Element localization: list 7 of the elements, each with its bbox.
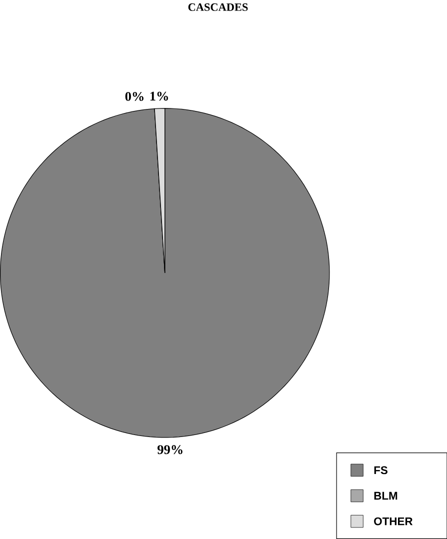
legend-label: OTHER bbox=[374, 517, 412, 526]
text: 0% bbox=[125, 92, 144, 101]
legend-label: BLM bbox=[374, 492, 397, 500]
chart-title: CASCADES bbox=[188, 3, 248, 11]
legend-label: FS bbox=[374, 466, 388, 474]
data-label: 99% bbox=[157, 445, 182, 454]
data-label: 1% bbox=[150, 92, 168, 101]
